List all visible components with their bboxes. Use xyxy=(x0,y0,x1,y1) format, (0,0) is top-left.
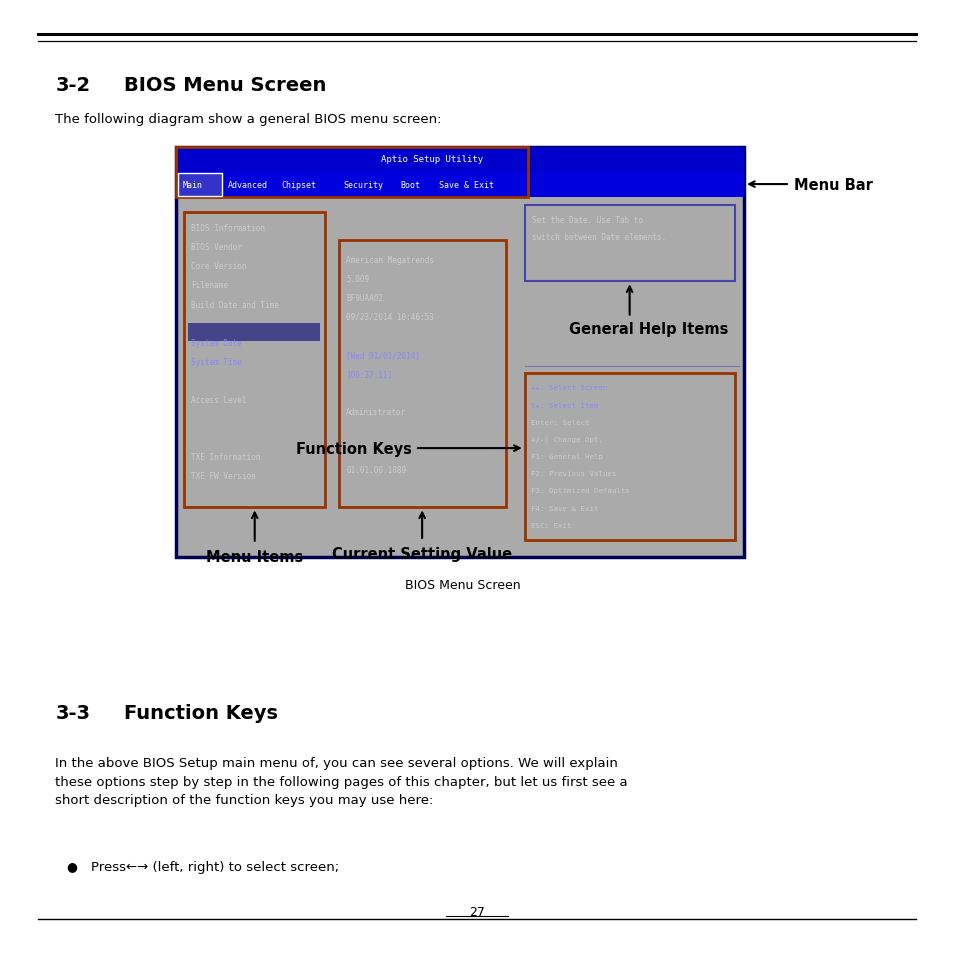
Text: Current Setting Value: Current Setting Value xyxy=(332,546,512,561)
Text: F4: Save & Exit: F4: Save & Exit xyxy=(531,505,598,511)
Text: Function Keys: Function Keys xyxy=(296,441,412,456)
Text: Filename: Filename xyxy=(191,281,228,290)
Text: Menu Items: Menu Items xyxy=(206,550,303,565)
Bar xyxy=(176,148,743,172)
Bar xyxy=(176,148,528,198)
Text: 3-3: 3-3 xyxy=(55,703,91,722)
Text: 5.009: 5.009 xyxy=(346,274,369,283)
Text: The following diagram show a general BIOS menu screen:: The following diagram show a general BIO… xyxy=(55,112,441,126)
Text: Access Level: Access Level xyxy=(191,395,246,404)
Bar xyxy=(524,374,734,540)
Text: F2: Previous Values: F2: Previous Values xyxy=(531,471,617,476)
Text: +/-: Change Opt.: +/-: Change Opt. xyxy=(531,436,602,442)
Text: 3-2: 3-2 xyxy=(55,76,91,95)
Text: Chipset: Chipset xyxy=(281,180,316,190)
Text: Enter: Select: Enter: Select xyxy=(531,419,589,425)
Text: t+: Select Item: t+: Select Item xyxy=(531,402,598,408)
Text: switch between Date elements.: switch between Date elements. xyxy=(532,233,666,241)
Text: TXE Information: TXE Information xyxy=(191,453,260,461)
Text: 27: 27 xyxy=(469,904,484,918)
Text: 09/23/2014 10:46:53: 09/23/2014 10:46:53 xyxy=(346,313,434,321)
Bar xyxy=(178,173,222,196)
Text: Press←→ (left, right) to select screen;: Press←→ (left, right) to select screen; xyxy=(91,860,338,873)
Text: ●: ● xyxy=(67,860,77,873)
Text: Aptio Setup Utility: Aptio Setup Utility xyxy=(380,155,482,164)
Bar xyxy=(524,206,734,282)
Text: 01.01.00.1089: 01.01.00.1089 xyxy=(346,465,406,474)
Bar xyxy=(188,324,319,341)
Bar xyxy=(176,148,743,558)
Text: BIOS Vendor: BIOS Vendor xyxy=(191,243,241,252)
Text: Security: Security xyxy=(343,180,383,190)
Text: Build Date and Time: Build Date and Time xyxy=(191,300,278,309)
Text: Set the Date. Use Tab to: Set the Date. Use Tab to xyxy=(532,215,642,224)
Text: [00:37:11]: [00:37:11] xyxy=(346,370,392,378)
Text: TXE FW Version: TXE FW Version xyxy=(191,472,255,480)
Text: ESC: Exit: ESC: Exit xyxy=(531,522,571,528)
Text: F1: General Help: F1: General Help xyxy=(531,454,602,459)
Text: Administrator: Administrator xyxy=(346,408,406,416)
Text: BIOS Menu Screen: BIOS Menu Screen xyxy=(404,578,520,592)
Text: BF9UAA02: BF9UAA02 xyxy=(346,294,383,302)
Text: BIOS Information: BIOS Information xyxy=(191,224,265,233)
Text: System Time: System Time xyxy=(191,357,241,366)
Text: Save & Exit: Save & Exit xyxy=(438,180,494,190)
Text: Boot: Boot xyxy=(400,180,420,190)
Text: Advanced: Advanced xyxy=(228,180,268,190)
Text: American Megatrends: American Megatrends xyxy=(346,255,434,264)
Text: System Date: System Date xyxy=(191,338,241,347)
Text: Main: Main xyxy=(182,180,202,190)
Text: ++: Select Screen: ++: Select Screen xyxy=(531,385,607,391)
Text: In the above BIOS Setup main menu of, you can see several options. We will expla: In the above BIOS Setup main menu of, yo… xyxy=(55,757,627,806)
Bar xyxy=(338,241,505,508)
Text: Core Version: Core Version xyxy=(191,262,246,271)
Bar xyxy=(184,213,325,508)
Text: F3: Optimized Defaults: F3: Optimized Defaults xyxy=(531,488,630,494)
Text: Function Keys: Function Keys xyxy=(124,703,277,722)
Text: Menu Bar: Menu Bar xyxy=(793,177,872,193)
Bar xyxy=(176,172,743,198)
Text: General Help Items: General Help Items xyxy=(568,322,728,337)
Text: BIOS Menu Screen: BIOS Menu Screen xyxy=(124,76,326,95)
Text: [Wed 01/01/2014]: [Wed 01/01/2014] xyxy=(346,351,420,359)
